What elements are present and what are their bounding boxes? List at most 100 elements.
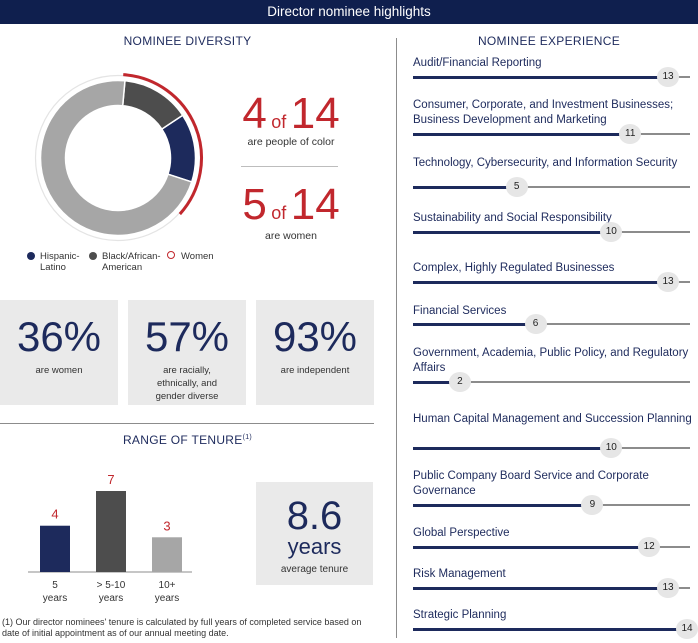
stat-box-diverse: 57% are racially, ethnically, and gender…: [128, 300, 246, 405]
diversity-donut-chart: [34, 73, 203, 242]
average-tenure-label: average tenure: [280, 564, 349, 575]
poc-of: of: [271, 112, 287, 132]
experience-count-badge: 5: [505, 177, 528, 197]
tenure-title: RANGE OF TENURE(1): [0, 433, 375, 447]
women-label: are women: [265, 230, 317, 242]
tenure-tick-label: years: [99, 593, 123, 604]
experience-bar-fill: [413, 503, 584, 507]
donut-slice-other: [39, 79, 193, 237]
average-tenure-unit: years: [287, 534, 342, 559]
experience-label-text: Government, Academia, Public Policy, and…: [413, 347, 689, 374]
experience-bar-fill: [413, 185, 508, 189]
experience-label: Global Perspective: [413, 526, 693, 541]
tenure-bar: [96, 491, 126, 572]
experience-label: Complex, Highly Regulated Businesses: [413, 261, 693, 276]
experience-label: Strategic Planning: [413, 608, 693, 623]
legend-women-swatch: [167, 251, 175, 259]
experience-bar-fill: [413, 75, 660, 79]
experience-label-text: Human Capital Management and Succession …: [413, 413, 692, 425]
stat-value: 93%: [272, 313, 358, 360]
experience-count-badge: 12: [638, 537, 661, 557]
legend-women-label: Women: [181, 251, 214, 262]
experience-bar-fill: [413, 230, 603, 234]
experience-bar-fill: [413, 380, 451, 384]
experience-label-text: Risk Management: [413, 568, 506, 580]
tenure-tick-label: years: [43, 593, 67, 604]
stat-divider: [241, 166, 338, 167]
experience-label: Public Company Board Service and Corpora…: [413, 469, 693, 499]
experience-bar-fill: [413, 132, 622, 136]
tenure-tick-label: > 5-10: [97, 580, 126, 591]
experience-bar-track: [413, 323, 690, 325]
poc-count: 4: [242, 89, 267, 138]
experience-label: Technology, Cybersecurity, and Informati…: [413, 156, 693, 171]
women-total: 14: [290, 180, 340, 229]
experience-bar-track: [413, 381, 690, 383]
experience-label: Risk Management: [413, 567, 693, 582]
experience-bar-fill: [413, 627, 678, 631]
experience-label-text: Technology, Cybersecurity, and Informati…: [413, 157, 678, 169]
legend-black-swatch: [89, 252, 97, 260]
experience-count-badge: 11: [619, 124, 642, 144]
average-tenure-box: 8.6 years average tenure: [256, 482, 373, 585]
column-divider: [396, 38, 397, 638]
legend-black-label: Black/African-American: [102, 251, 161, 273]
experience-label: Financial Services: [413, 304, 693, 319]
experience-count-badge: 10: [600, 438, 623, 458]
experience-label: Human Capital Management and Succession …: [413, 412, 693, 427]
experience-bar-track: [413, 186, 690, 188]
tenure-divider: [0, 423, 374, 424]
experience-count-badge: 13: [657, 67, 680, 87]
experience-count-badge: 13: [657, 272, 680, 292]
header-title: Director nominee highlights: [267, 4, 431, 19]
tenure-tick-label: years: [155, 593, 179, 604]
donut-women-arc: [123, 73, 203, 216]
experience-bar-fill: [413, 586, 660, 590]
experience-count-badge: 14: [676, 619, 698, 639]
header-bar: Director nominee highlights: [0, 0, 698, 24]
tenure-tick-label: 10+: [159, 580, 176, 591]
poc-label: are people of color: [247, 136, 335, 148]
stat-label: are women: [35, 365, 83, 376]
tenure-footnote-ref: (1): [242, 434, 253, 441]
experience-count-badge: 6: [524, 314, 547, 334]
average-tenure-value: 8.6: [286, 494, 343, 538]
people-of-color-stat: 4 of 14: [232, 92, 350, 136]
experience-bar-fill: [413, 446, 603, 450]
experience-label: Consumer, Corporate, and Investment Busi…: [413, 98, 693, 128]
experience-label-text: Financial Services: [413, 305, 507, 317]
tenure-tick-label: 5: [52, 580, 58, 591]
experience-count-badge: 2: [448, 372, 471, 392]
experience-label-text: Global Perspective: [413, 527, 510, 539]
experience-label: Audit/Financial Reporting: [413, 56, 693, 71]
experience-label-text: Sustainability and Social Responsibility: [413, 212, 612, 224]
experience-title: NOMINEE EXPERIENCE: [477, 34, 621, 48]
stat-value: 36%: [16, 313, 102, 360]
stat-label: are racially, ethnically, and gender div…: [155, 365, 219, 402]
footnote: (1) Our director nominees' tenure is cal…: [2, 617, 362, 638]
donut-slice-black-african-american: [121, 79, 184, 131]
tenure-bar: [152, 537, 182, 572]
legend-hispanic-swatch: [27, 252, 35, 260]
experience-label-text: Complex, Highly Regulated Businesses: [413, 262, 615, 274]
tenure-bar: [40, 525, 70, 572]
experience-label-text: Public Company Board Service and Corpora…: [413, 470, 649, 497]
women-of: of: [271, 203, 287, 223]
experience-bar-fill: [413, 545, 641, 549]
experience-label: Government, Academia, Public Policy, and…: [413, 346, 693, 376]
stat-box-independent: 93% are independent: [256, 300, 374, 405]
experience-bar-fill: [413, 322, 527, 326]
stat-box-women: 36% are women: [0, 300, 118, 405]
experience-bar-fill: [413, 280, 660, 284]
experience-label-text: Strategic Planning: [413, 609, 507, 621]
tenure-title-text: RANGE OF TENURE: [122, 433, 243, 447]
experience-label-text: Audit/Financial Reporting: [413, 57, 542, 69]
tenure-bar-value: 7: [107, 472, 114, 487]
diversity-title: NOMINEE DIVERSITY: [123, 34, 252, 48]
tenure-bar-chart: 4 5 years 7 > 5-10 years 3 10+ years: [28, 472, 192, 604]
experience-count-badge: 9: [581, 495, 604, 515]
women-count: 5: [242, 180, 267, 229]
experience-label-text: Consumer, Corporate, and Investment Busi…: [413, 99, 674, 126]
tenure-bar-value: 4: [51, 507, 58, 522]
experience-count-badge: 10: [600, 222, 623, 242]
